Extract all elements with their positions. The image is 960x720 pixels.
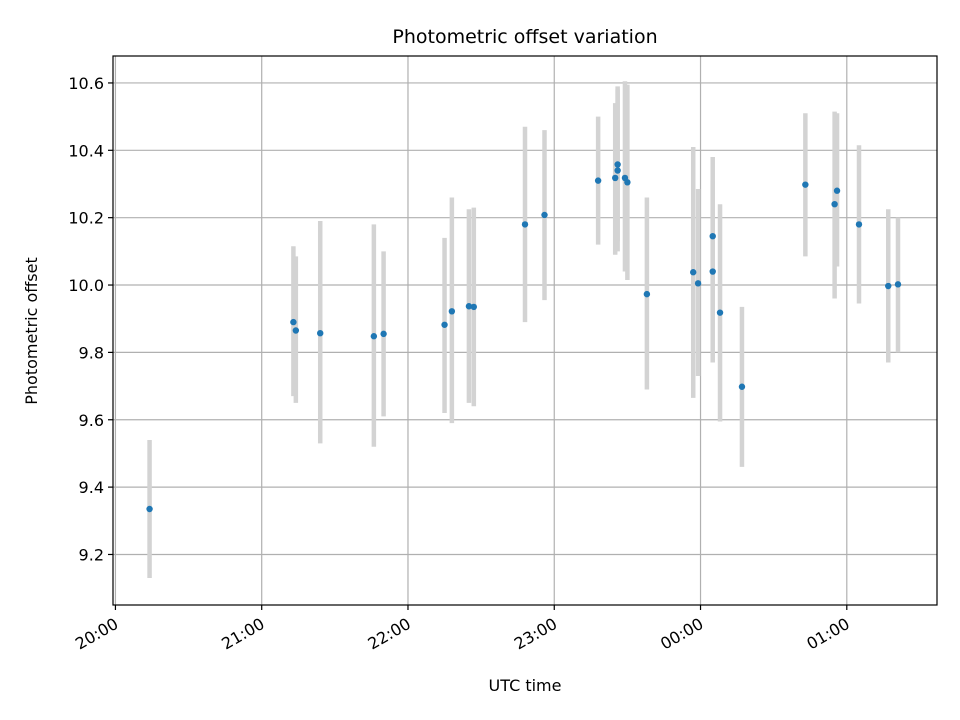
y-tick-label: 9.2 — [79, 545, 104, 564]
y-tick-label: 10.4 — [68, 141, 104, 160]
data-point — [594, 177, 602, 184]
data-point — [370, 333, 378, 340]
data-point — [855, 221, 863, 228]
data-point — [802, 181, 809, 188]
data-point — [614, 167, 621, 174]
data-point — [709, 232, 716, 240]
data-point — [885, 282, 892, 290]
data-point — [541, 211, 548, 219]
data-point — [521, 221, 529, 228]
data-point — [694, 280, 702, 287]
chart-title: Photometric offset variation — [392, 26, 657, 48]
y-tick-label: 9.4 — [79, 478, 104, 497]
data-point — [624, 179, 631, 186]
data-point — [709, 268, 716, 275]
y-tick-label: 10.0 — [68, 276, 104, 295]
data-point — [441, 321, 448, 328]
data-points — [146, 161, 902, 513]
data-point — [894, 281, 902, 288]
data-point — [317, 329, 324, 337]
data-point — [690, 269, 697, 276]
y-tick-label: 10.6 — [68, 74, 104, 93]
data-point — [465, 303, 473, 310]
data-point — [614, 161, 621, 168]
data-point — [290, 318, 297, 326]
data-point — [146, 505, 153, 513]
plot-frame — [112, 55, 938, 606]
data-point — [831, 200, 838, 208]
data-point — [716, 309, 724, 316]
data-point — [448, 308, 456, 315]
y-tick-label: 9.8 — [79, 343, 104, 362]
y-tick-label: 9.6 — [79, 411, 104, 430]
x-axis-label: UTC time — [489, 676, 562, 695]
data-point — [470, 303, 478, 311]
data-point — [292, 327, 300, 334]
data-point — [612, 174, 619, 182]
y-tick-label: 10.2 — [68, 209, 104, 228]
data-point — [833, 187, 841, 194]
data-point — [738, 383, 746, 390]
data-point — [380, 330, 387, 338]
data-point — [643, 290, 651, 298]
y-axis-label: Photometric offset — [22, 257, 41, 405]
